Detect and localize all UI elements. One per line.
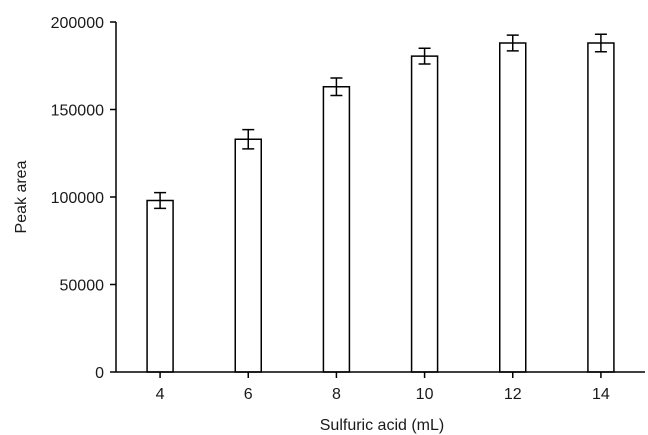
bar [587,42,615,373]
y-tick-label: 50000 [60,278,105,295]
x-tick-label: 6 [244,386,253,403]
x-tick-label: 14 [592,386,610,403]
y-axis-label: Peak area [13,160,30,233]
bar [499,42,527,373]
bar [146,199,174,373]
error-bar [418,47,431,65]
error-bar [506,34,519,52]
y-tick-label: 200000 [51,15,104,32]
error-bar [154,191,167,210]
y-axis-ticks: 0 50000 100000 150000 200000 [51,15,116,382]
x-tick-label: 12 [504,386,522,403]
y-tick-label: 0 [95,365,104,382]
error-bar [330,77,343,97]
plot-area [146,33,615,373]
x-tick-label: 4 [156,386,165,403]
bar [410,55,439,373]
y-tick-label: 150000 [51,103,104,120]
x-axis-ticks: 4 6 8 10 12 14 [156,372,610,403]
bar [322,86,351,373]
x-axis-label: Sulfuric acid (mL) [320,417,444,434]
y-tick-label: 100000 [51,190,104,207]
error-bar [594,33,607,53]
x-tick-label: 8 [332,386,341,403]
bar [234,138,262,373]
error-bar [242,128,255,150]
x-tick-label: 10 [416,386,434,403]
